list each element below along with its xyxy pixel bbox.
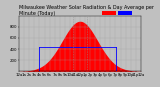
- FancyBboxPatch shape: [102, 11, 116, 15]
- Text: Milwaukee Weather Solar Radiation & Day Average per Minute (Today): Milwaukee Weather Solar Radiation & Day …: [19, 5, 154, 16]
- FancyBboxPatch shape: [118, 11, 132, 15]
